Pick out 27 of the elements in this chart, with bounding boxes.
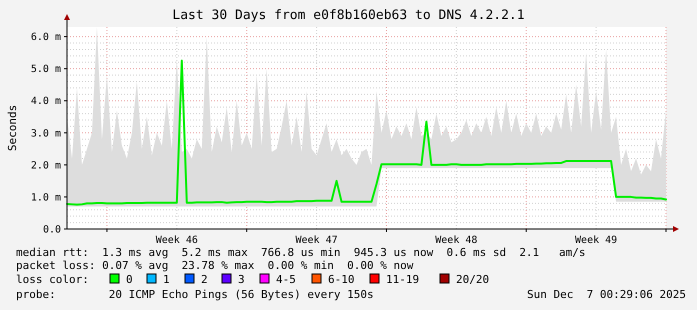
x-tick-label: Week 47: [296, 235, 338, 246]
text: 6-10: [328, 273, 354, 286]
y-tick-label: 1.0 m: [30, 192, 61, 204]
x-tick-label: Week 46: [156, 235, 198, 246]
text: Sun Dec 7 00:29:06 2025: [527, 288, 686, 301]
text: 20/20: [456, 273, 490, 286]
y-tick-label: 2.0 m: [30, 160, 61, 172]
text: probe: 20 ICMP Echo Pings (56 Bytes) every 150s: [16, 288, 374, 301]
text: loss color:: [16, 273, 89, 286]
y-tick-label: 3.0 m: [30, 128, 61, 140]
line-series: [66, 60, 667, 206]
y-axis-title: Seconds: [6, 104, 19, 152]
text: median rtt: 1.3 ms avg 5.2 ms max 766.8 us min 945.3 us now 0.6 ms sd 2.1 am/s: [16, 246, 586, 259]
text: 11-19: [386, 273, 420, 286]
y-tick-label: 0.0: [42, 224, 61, 236]
x-tick-label: Week 49: [575, 235, 618, 246]
y-tick-label: 6.0 m: [30, 32, 61, 44]
text: 1: [163, 273, 170, 286]
text: 2: [201, 273, 208, 286]
text: 4-5: [276, 273, 296, 286]
y-tick-label: 4.0 m: [30, 96, 61, 108]
chart-title: Last 30 Days from e0f8b160eb63 to DNS 4.2.2.1: [172, 8, 525, 23]
x-tick-label: Week 48: [435, 235, 478, 246]
text: 3: [238, 273, 245, 286]
text: 0: [126, 273, 133, 286]
y-tick-label: 5.0 m: [30, 64, 61, 76]
text: packet loss: 0.07 % avg 23.78 % max 0.00 % min 0.00 % now: [16, 259, 414, 272]
